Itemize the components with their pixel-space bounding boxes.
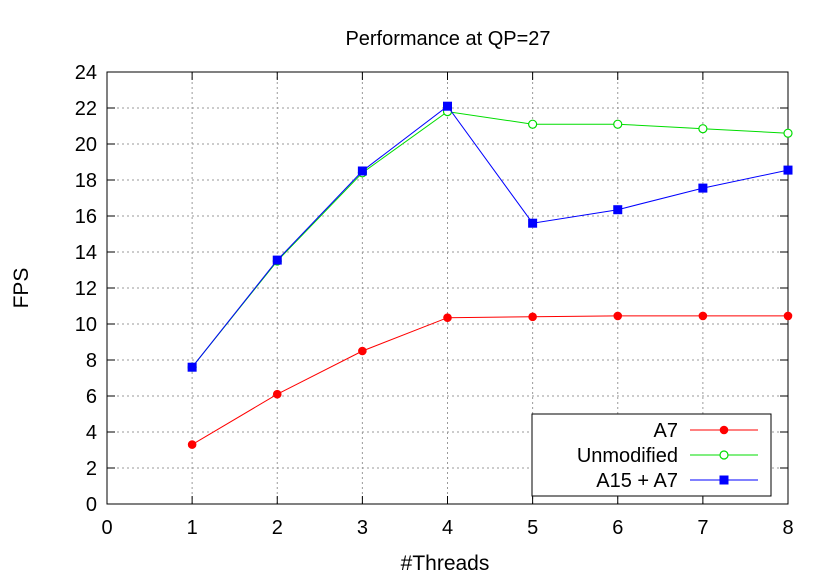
y-tick-label: 14 <box>75 242 97 264</box>
y-tick-label: 8 <box>86 350 97 372</box>
legend-label-unmodified: Unmodified <box>577 445 678 467</box>
series-a7 <box>187 311 793 449</box>
data-point-a7 <box>187 440 197 449</box>
x-tick-label: 8 <box>782 517 793 539</box>
y-tick-label: 6 <box>86 386 97 408</box>
data-point-a7 <box>698 311 708 321</box>
y-tick-label: 0 <box>86 494 97 516</box>
y-tick-label: 10 <box>75 314 97 336</box>
series-line-unmodified <box>191 111 789 368</box>
y-tick-label: 24 <box>75 62 97 84</box>
x-tick-label: 5 <box>527 517 538 539</box>
y-tick-label: 4 <box>86 422 97 444</box>
legend: A7 Unmodified A15 + A7 <box>531 413 772 497</box>
legend-label-a15-a7: A15 + A7 <box>596 470 678 492</box>
legend-marker-unmodified <box>719 450 729 460</box>
data-point-a7 <box>272 389 282 399</box>
data-point-a7 <box>613 311 623 321</box>
x-tick-label: 7 <box>697 517 708 539</box>
y-tick-label: 2 <box>86 458 97 480</box>
y-tick-label: 12 <box>75 278 97 300</box>
series-line-a15-a7 <box>191 105 789 368</box>
data-point-a7 <box>528 312 537 322</box>
data-point-a15-a7 <box>783 165 793 175</box>
x-tick-label: 4 <box>442 517 453 539</box>
x-tick-label: 3 <box>357 517 368 539</box>
legend-marker-a7 <box>719 425 729 435</box>
data-point-a15-a7 <box>272 255 282 265</box>
x-tick-label: 6 <box>612 517 623 539</box>
data-point-a15-a7 <box>443 101 452 111</box>
data-point-a7 <box>783 311 793 321</box>
data-point-unmodified <box>783 128 793 138</box>
data-point-a7 <box>358 346 367 356</box>
x-axis-label: #Threads <box>401 552 490 575</box>
y-tick-label: 16 <box>75 206 97 228</box>
data-point-unmodified <box>528 119 538 129</box>
data-point-a15-a7 <box>613 205 623 215</box>
legend-marker-a15-a7 <box>719 475 729 485</box>
data-point-a7 <box>443 313 452 323</box>
y-tick-label: 18 <box>75 170 97 192</box>
y-tick-label: 22 <box>75 98 97 120</box>
grid <box>107 72 788 504</box>
data-point-a15-a7 <box>187 362 197 372</box>
data-point-a15-a7 <box>528 218 538 228</box>
series <box>187 101 793 449</box>
x-tick-label: 2 <box>272 517 283 539</box>
data-point-a15-a7 <box>698 183 708 193</box>
series-unmodified <box>187 106 793 372</box>
legend-label-a7: A7 <box>654 420 678 442</box>
x-tick-label: 0 <box>101 517 112 539</box>
y-tick-label: 20 <box>75 134 97 156</box>
chart-title: Performance at QP=27 <box>345 28 550 50</box>
x-tick-label: 1 <box>187 517 198 539</box>
data-point-unmodified <box>698 124 708 134</box>
series-line-a7 <box>191 315 788 446</box>
data-point-a15-a7 <box>357 166 367 176</box>
data-point-unmodified <box>613 119 623 129</box>
y-axis-label: FPS <box>10 268 33 309</box>
series-a15-a7 <box>187 101 793 372</box>
